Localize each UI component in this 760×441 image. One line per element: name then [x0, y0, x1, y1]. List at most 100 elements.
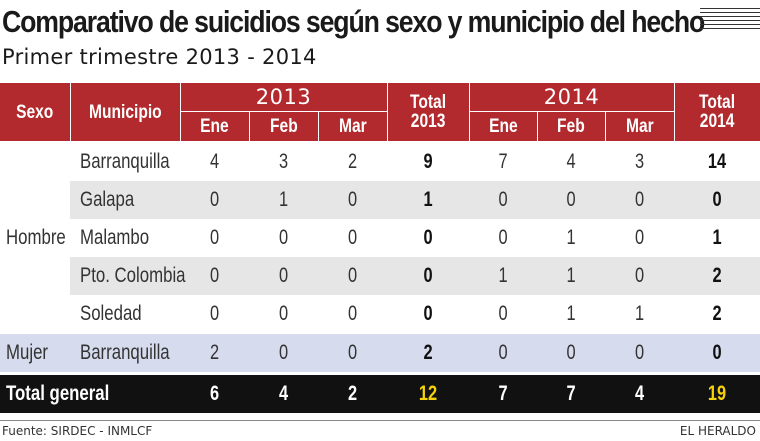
- source-credit: Fuente: SIRDEC - INMLCF: [2, 424, 153, 438]
- header-month: Feb: [557, 116, 585, 137]
- value-cell: 0: [209, 226, 220, 249]
- total-value-cell: 4: [278, 382, 289, 405]
- header-month: Ene: [200, 116, 229, 137]
- total-value-cell: 4: [634, 382, 645, 405]
- value-cell: 0: [634, 226, 645, 249]
- total-cell: 0: [423, 226, 433, 249]
- value-cell: 0: [498, 341, 508, 364]
- value-cell: 0: [347, 226, 358, 249]
- header-month: Mar: [625, 116, 654, 137]
- total-2013-cell: 12: [418, 382, 438, 405]
- header-divider: [537, 112, 538, 141]
- value-cell: 1: [566, 302, 576, 325]
- value-cell: 0: [498, 226, 508, 249]
- value-cell: 0: [278, 341, 289, 364]
- value-cell: 0: [347, 188, 358, 211]
- header-divider: [674, 83, 675, 141]
- header-year-2013: 2013: [255, 85, 312, 109]
- sexo-label-hombre: Hombre: [6, 226, 66, 249]
- footer-divider: [0, 420, 760, 421]
- sexo-label-mujer: Mujer: [6, 341, 49, 364]
- total-cell: 2: [712, 264, 722, 287]
- value-cell: 0: [347, 264, 358, 287]
- total-cell: 9: [423, 150, 433, 173]
- table-row: Galapa 0 1 0 1 0 0 0 0: [70, 181, 760, 219]
- table-row: Pto. Colombia 0 0 0 0 1 1 0 2: [70, 257, 760, 295]
- value-cell: 0: [498, 302, 508, 325]
- value-cell: 0: [634, 264, 645, 287]
- header-year-2014: 2014: [543, 85, 600, 109]
- header-divider: [180, 111, 387, 112]
- value-cell: 1: [634, 302, 645, 325]
- municipio-cell: Pto. Colombia: [80, 264, 186, 287]
- value-cell: 0: [347, 341, 358, 364]
- header-sexo: Sexo: [16, 101, 54, 123]
- municipio-cell: Malambo: [80, 226, 150, 249]
- value-cell: 0: [634, 188, 645, 211]
- value-cell: 0: [634, 341, 645, 364]
- value-cell: 1: [566, 226, 576, 249]
- header-divider: [387, 83, 388, 141]
- total-cell: 0: [423, 302, 433, 325]
- value-cell: 7: [498, 150, 508, 173]
- value-cell: 0: [566, 341, 576, 364]
- header-month: Feb: [269, 116, 298, 137]
- value-cell: 0: [278, 264, 289, 287]
- municipio-cell: Barranquilla: [80, 150, 170, 173]
- header-divider: [318, 112, 319, 141]
- table-row: Mujer Barranquilla 2 0 0 2 0 0 0 0: [0, 334, 760, 372]
- total-value-cell: 6: [209, 382, 220, 405]
- value-cell: 3: [278, 150, 289, 173]
- value-cell: 2: [347, 150, 358, 173]
- header-total-2013: Total 2013: [409, 92, 447, 132]
- value-cell: 1: [498, 264, 508, 287]
- value-cell: 0: [278, 226, 289, 249]
- header-month: Mar: [338, 116, 367, 137]
- value-cell: 0: [498, 188, 508, 211]
- total-cell: 14: [707, 150, 727, 173]
- header-divider: [180, 83, 181, 141]
- header-divider: [70, 83, 71, 141]
- header-divider: [469, 111, 674, 112]
- value-cell: 0: [278, 302, 289, 325]
- table-row: Barranquilla 4 3 2 9 7 4 3 14: [70, 143, 760, 181]
- total-cell: 0: [712, 188, 722, 211]
- table-row: Malambo 0 0 0 0 0 1 0 1: [70, 219, 760, 257]
- value-cell: 4: [566, 150, 576, 173]
- publisher-credit: EL HERALDO: [679, 424, 756, 438]
- page-title: Comparativo de suicidios según sexo y mu…: [2, 4, 705, 39]
- municipio-cell: Soledad: [80, 302, 142, 325]
- total-general-row: Total general 6 4 2 12 7 7 4 19: [0, 375, 760, 413]
- header-total-2014: Total 2014: [698, 92, 736, 132]
- header-month: Ene: [488, 116, 518, 137]
- header-divider: [469, 83, 470, 141]
- value-cell: 0: [209, 302, 220, 325]
- decorative-stripes: [700, 8, 760, 30]
- municipio-cell: Galapa: [80, 188, 135, 211]
- total-value-cell: 7: [498, 382, 508, 405]
- municipio-cell: Barranquilla: [80, 341, 170, 364]
- total-value-cell: 2: [347, 382, 358, 405]
- total-cell: 2: [423, 341, 433, 364]
- header-divider: [605, 112, 606, 141]
- total-general-label: Total general: [6, 382, 110, 405]
- total-value-cell: 7: [566, 382, 576, 405]
- value-cell: 1: [278, 188, 289, 211]
- table-row: Soledad 0 0 0 0 0 1 1 2: [70, 295, 760, 333]
- total-cell: 2: [712, 302, 722, 325]
- value-cell: 3: [634, 150, 645, 173]
- total-cell: 0: [423, 264, 433, 287]
- value-cell: 0: [566, 188, 576, 211]
- value-cell: 1: [566, 264, 576, 287]
- value-cell: 0: [209, 188, 220, 211]
- total-cell: 1: [712, 226, 722, 249]
- page-subtitle: Primer trimestre 2013 - 2014: [2, 45, 317, 69]
- value-cell: 2: [209, 341, 220, 364]
- value-cell: 0: [347, 302, 358, 325]
- value-cell: 0: [209, 264, 220, 287]
- total-cell: 1: [423, 188, 433, 211]
- table-header: Sexo Municipio 2013 Ene Feb Mar Total 20…: [0, 83, 760, 141]
- header-municipio: Municipio: [88, 101, 162, 123]
- total-2014-cell: 19: [707, 382, 727, 405]
- total-cell: 0: [712, 341, 722, 364]
